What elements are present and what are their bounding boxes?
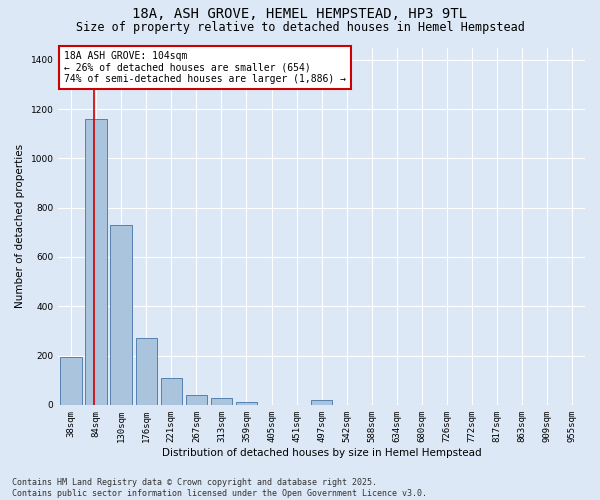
Text: Contains HM Land Registry data © Crown copyright and database right 2025.
Contai: Contains HM Land Registry data © Crown c… <box>12 478 427 498</box>
Text: 18A, ASH GROVE, HEMEL HEMPSTEAD, HP3 9TL: 18A, ASH GROVE, HEMEL HEMPSTEAD, HP3 9TL <box>133 8 467 22</box>
Bar <box>110 225 132 405</box>
Text: 18A ASH GROVE: 104sqm
← 26% of detached houses are smaller (654)
74% of semi-det: 18A ASH GROVE: 104sqm ← 26% of detached … <box>64 51 346 84</box>
Bar <box>311 400 332 405</box>
Bar <box>185 396 207 405</box>
Text: Size of property relative to detached houses in Hemel Hempstead: Size of property relative to detached ho… <box>76 22 524 35</box>
Bar <box>161 378 182 405</box>
Bar <box>211 398 232 405</box>
Bar <box>60 357 82 405</box>
X-axis label: Distribution of detached houses by size in Hemel Hempstead: Distribution of detached houses by size … <box>162 448 482 458</box>
Bar <box>236 402 257 405</box>
Bar <box>85 119 107 405</box>
Bar <box>136 338 157 405</box>
Y-axis label: Number of detached properties: Number of detached properties <box>15 144 25 308</box>
